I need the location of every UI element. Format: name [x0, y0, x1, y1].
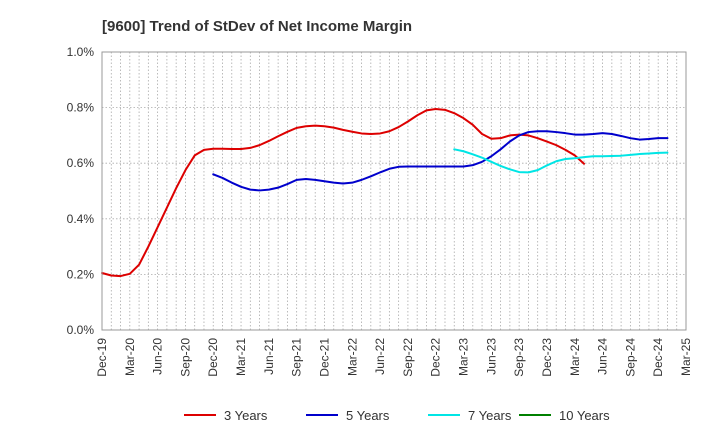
x-tick-label: Dec-20	[206, 338, 220, 377]
legend-item: 3 Years	[184, 408, 268, 423]
x-tick-label: Dec-22	[429, 338, 443, 377]
y-tick-label: 0.0%	[67, 323, 95, 337]
legend-label: 7 Years	[468, 408, 512, 423]
x-tick-label: Sep-21	[290, 338, 304, 377]
x-tick-label: Dec-19	[95, 338, 109, 377]
y-axis: 0.0% 0.2% 0.4% 0.6% 0.8% 1.0%	[67, 45, 95, 337]
series-line	[212, 130, 669, 192]
legend-label: 5 Years	[346, 408, 390, 423]
x-tick-label: Dec-24	[651, 338, 665, 377]
x-tick-label: Sep-23	[512, 338, 526, 377]
x-tick-label: Sep-20	[178, 338, 192, 377]
y-tick-label: 1.0%	[67, 45, 95, 59]
y-tick-label: 0.2%	[67, 267, 95, 281]
legend-item: 7 Years	[428, 408, 512, 423]
x-tick-label: Jun-21	[262, 338, 276, 375]
chart-title: [9600] Trend of StDev of Net Income Marg…	[102, 18, 412, 35]
x-tick-label: Jun-24	[596, 338, 610, 375]
x-axis: Dec-19 Mar-20 Jun-20 Sep-20 Dec-20 Mar-21 Jun-…	[95, 338, 693, 377]
x-tick-label: Mar-23	[457, 338, 471, 376]
series-line	[101, 107, 586, 278]
x-tick-label: Mar-24	[568, 338, 582, 376]
series-line	[453, 148, 669, 174]
x-tick-label: Dec-23	[540, 338, 554, 377]
legend-item: 10 Years	[519, 408, 610, 423]
x-tick-label: Sep-24	[623, 338, 637, 377]
legend: 3 Years 5 Years 7 Years 10 Years	[184, 408, 610, 423]
grid	[102, 52, 686, 330]
legend-label: 3 Years	[224, 408, 268, 423]
y-tick-label: 0.4%	[67, 212, 95, 226]
y-tick-label: 0.6%	[67, 156, 95, 170]
legend-label: 10 Years	[559, 408, 610, 423]
x-tick-label: Mar-22	[345, 338, 359, 376]
x-tick-label: Mar-25	[679, 338, 693, 376]
x-tick-label: Mar-20	[123, 338, 137, 376]
x-tick-label: Jun-20	[151, 338, 165, 375]
legend-item: 5 Years	[306, 408, 390, 423]
x-tick-label: Dec-21	[317, 338, 331, 377]
x-tick-label: Mar-21	[234, 338, 248, 376]
x-tick-label: Jun-23	[484, 338, 498, 375]
plot-border	[101, 51, 687, 331]
x-tick-label: Sep-22	[401, 338, 415, 377]
series-lines	[101, 107, 669, 278]
x-tick-label: Jun-22	[373, 338, 387, 375]
y-tick-label: 0.8%	[67, 101, 95, 115]
